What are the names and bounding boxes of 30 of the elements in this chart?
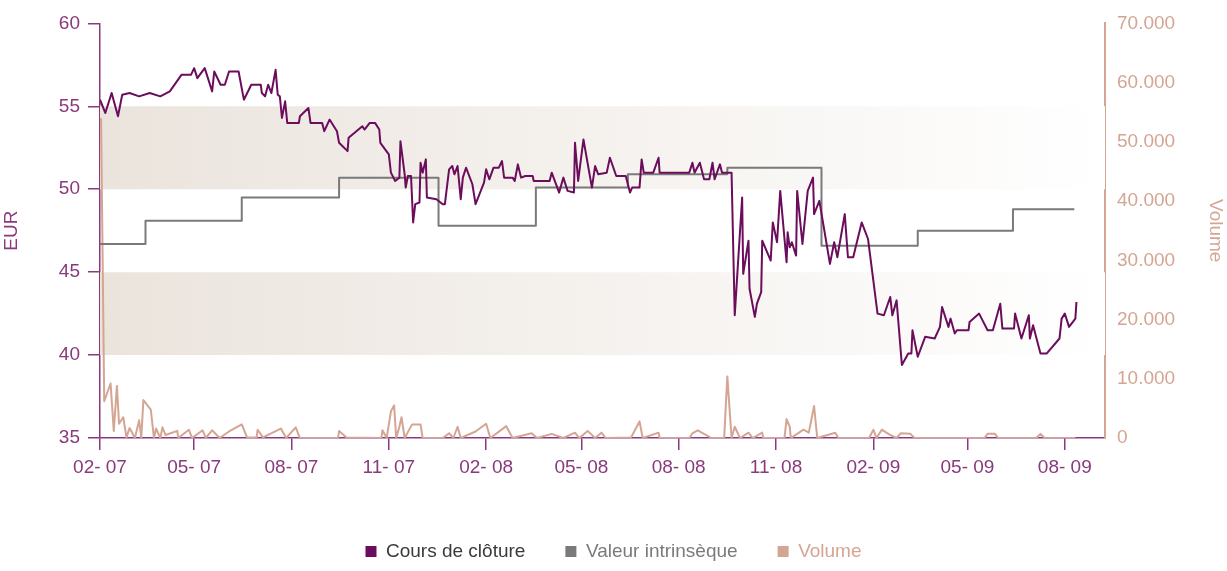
y2-tick-label: 20.000 bbox=[1117, 307, 1176, 329]
legend-label: Valeur intrinsèque bbox=[585, 539, 738, 561]
x-tick-label: 05- 09 bbox=[940, 455, 995, 477]
y-tick-label: 60 bbox=[58, 11, 80, 33]
x-tick-label: 02- 09 bbox=[846, 455, 901, 477]
y2-tick-label: 50.000 bbox=[1117, 130, 1176, 152]
y2-tick-label: 0 bbox=[1117, 426, 1128, 448]
legend-label: Cours de clôture bbox=[385, 539, 526, 561]
y2-tick-label: 40.000 bbox=[1117, 189, 1176, 211]
x-tick-label: 08- 09 bbox=[1037, 455, 1092, 477]
x-tick-label: 02- 08 bbox=[459, 455, 514, 477]
y-tick-label: 55 bbox=[58, 94, 80, 116]
x-tick-label: 05- 07 bbox=[167, 455, 222, 477]
y2-tick-label: 10.000 bbox=[1117, 367, 1176, 389]
y2-tick-label: 60.000 bbox=[1117, 70, 1176, 92]
y-tick-label: 40 bbox=[58, 343, 80, 365]
y2-tick-label: 30.000 bbox=[1117, 248, 1176, 270]
x-tick-label: 02- 07 bbox=[73, 455, 127, 477]
legend-label: Volume bbox=[798, 539, 862, 561]
y-axis-title: EUR bbox=[0, 210, 21, 251]
y2-tick-label: 70.000 bbox=[1117, 11, 1176, 33]
x-tick-label: 08- 08 bbox=[651, 455, 706, 477]
y-tick-label: 35 bbox=[58, 426, 80, 448]
y2-axis-title: Volume bbox=[1206, 199, 1227, 263]
y-tick-label: 45 bbox=[58, 260, 80, 282]
x-tick-label: 08- 07 bbox=[264, 455, 319, 477]
y-tick-label: 50 bbox=[58, 177, 80, 199]
x-tick-label: 11- 07 bbox=[362, 455, 416, 477]
x-tick-label: 11- 08 bbox=[749, 455, 803, 477]
x-tick-label: 05- 08 bbox=[554, 455, 609, 477]
